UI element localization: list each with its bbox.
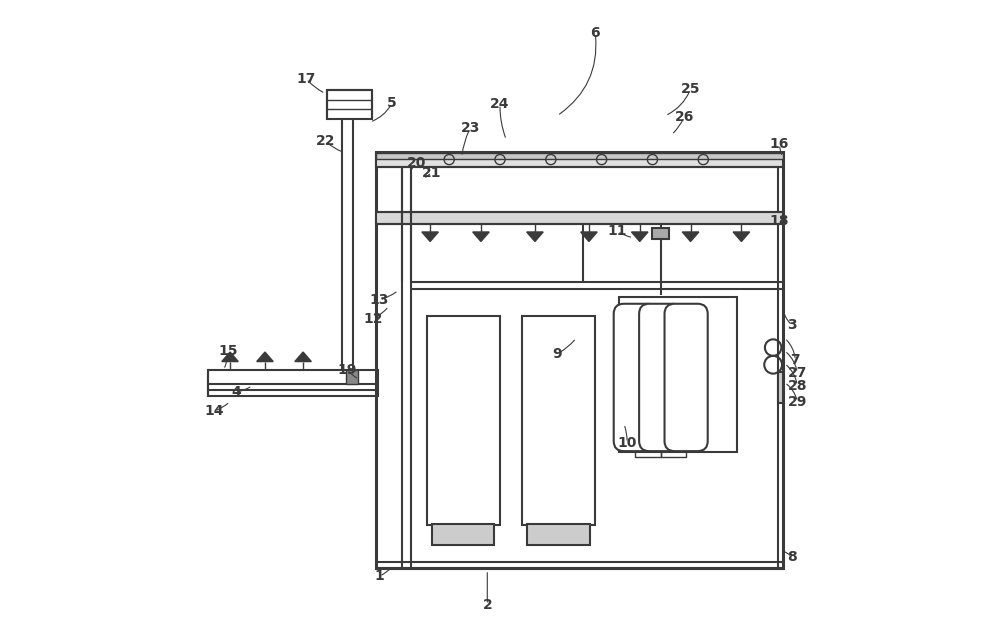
Bar	[376, 152, 783, 167]
Text: 17: 17	[297, 72, 316, 86]
Bar	[376, 212, 783, 224]
Text: 15: 15	[218, 344, 238, 358]
Polygon shape	[581, 232, 597, 242]
Text: 19: 19	[338, 363, 357, 377]
Bar	[376, 152, 783, 568]
Text: 25: 25	[681, 82, 700, 96]
Bar	[682, 308, 690, 314]
Polygon shape	[422, 232, 438, 242]
Bar	[327, 91, 372, 119]
Text: 16: 16	[770, 137, 789, 151]
Bar	[778, 373, 783, 403]
Text: 2: 2	[482, 598, 492, 612]
FancyBboxPatch shape	[614, 304, 657, 451]
Text: 5: 5	[387, 96, 397, 110]
Text: 4: 4	[232, 385, 241, 399]
Bar	[427, 316, 500, 526]
Text: 12: 12	[363, 312, 383, 326]
Bar	[346, 370, 358, 384]
Bar	[657, 308, 665, 314]
Bar	[631, 308, 639, 314]
Text: 26: 26	[675, 110, 694, 124]
Bar	[208, 370, 378, 396]
Polygon shape	[257, 352, 273, 362]
Text: 23: 23	[460, 121, 480, 135]
Text: 3: 3	[787, 318, 797, 332]
Polygon shape	[473, 232, 489, 242]
Bar	[652, 228, 669, 239]
Text: 8: 8	[787, 550, 797, 564]
Text: 22: 22	[316, 134, 335, 148]
Polygon shape	[682, 232, 699, 242]
FancyBboxPatch shape	[639, 304, 682, 451]
Bar	[376, 152, 783, 159]
Bar	[619, 297, 737, 452]
Text: 9: 9	[552, 347, 562, 361]
Text: 24: 24	[490, 97, 510, 111]
Polygon shape	[295, 352, 311, 362]
Bar	[522, 316, 595, 526]
Text: 21: 21	[422, 166, 442, 180]
Text: 28: 28	[788, 379, 807, 393]
Text: 14: 14	[204, 404, 224, 418]
Text: 11: 11	[608, 225, 627, 239]
Bar	[527, 524, 590, 544]
Bar	[432, 524, 494, 544]
Text: 27: 27	[788, 366, 807, 380]
Text: 10: 10	[617, 436, 637, 450]
Text: 29: 29	[788, 394, 807, 408]
Polygon shape	[222, 352, 238, 362]
Text: 18: 18	[770, 214, 789, 228]
Polygon shape	[631, 232, 648, 242]
Polygon shape	[527, 232, 543, 242]
Text: 6: 6	[590, 26, 600, 40]
Polygon shape	[733, 232, 750, 242]
FancyBboxPatch shape	[665, 304, 708, 451]
Text: 20: 20	[406, 156, 426, 170]
Text: 13: 13	[370, 293, 389, 307]
Text: 7: 7	[791, 353, 800, 367]
Text: 1: 1	[374, 569, 384, 583]
